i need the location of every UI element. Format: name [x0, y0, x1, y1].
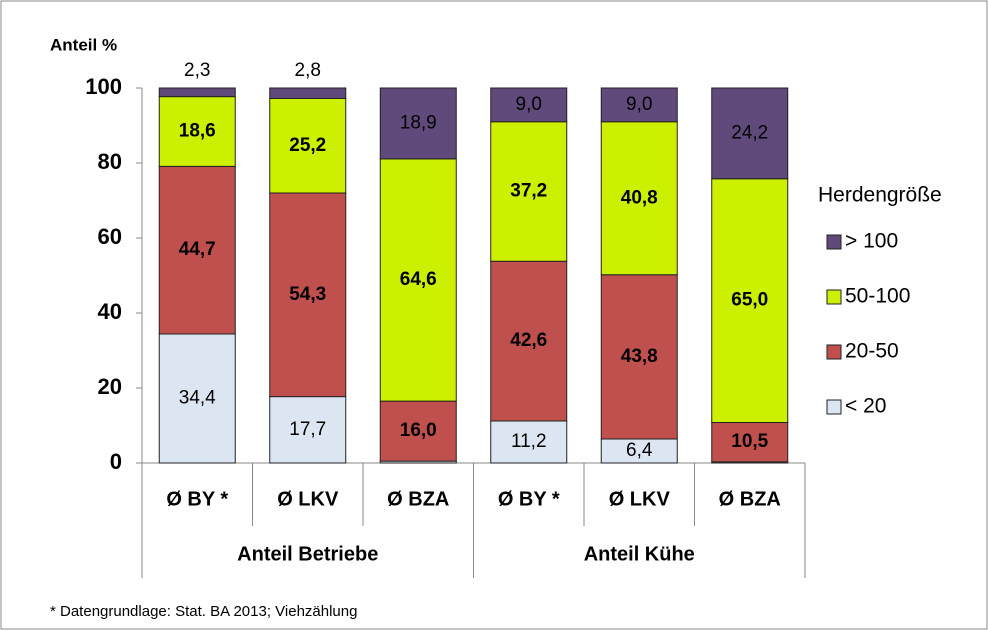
value-label: 44,7 — [179, 239, 216, 260]
y-tick-label: 40 — [98, 299, 122, 324]
y-tick-label: 0 — [110, 449, 122, 474]
bar-segment — [158, 165, 236, 335]
bar-segment — [711, 422, 789, 463]
footnote: * Datengrundlage: Stat. BA 2013; Viehzäh… — [50, 603, 357, 620]
value-label: 18,6 — [179, 121, 216, 142]
bar-segment — [158, 96, 236, 167]
bar-segment — [158, 333, 236, 464]
x-tick-label: Ø BY * — [498, 488, 560, 510]
value-label: 37,2 — [510, 181, 547, 202]
x-tick-label: Ø LKV — [277, 488, 339, 510]
y-axis-label: Anteil % — [50, 35, 117, 54]
value-label: 10,5 — [731, 431, 768, 452]
legend-swatch — [826, 344, 842, 360]
legend-swatch — [826, 289, 842, 305]
value-label: 17,7 — [289, 419, 326, 440]
legend-swatch — [826, 234, 842, 250]
group-label: Anteil Kühe — [584, 543, 695, 565]
value-label: 54,3 — [289, 284, 326, 305]
value-label: 11,2 — [511, 431, 547, 452]
legend-label: 50-100 — [845, 285, 910, 308]
bar-segment — [269, 98, 347, 194]
bar-segment — [490, 260, 568, 422]
bar-segment — [379, 400, 457, 462]
legend-label: < 20 — [845, 395, 886, 418]
value-label: 9,0 — [626, 94, 652, 115]
bar-segment — [711, 87, 789, 180]
bar-segment — [600, 438, 678, 464]
bar-segment — [269, 192, 347, 398]
legend-swatch — [826, 399, 842, 415]
y-tick-label: 100 — [85, 74, 122, 99]
bar-segment — [379, 87, 457, 160]
legend-label: 20-50 — [845, 340, 899, 363]
value-label: 43,8 — [621, 346, 658, 367]
y-tick-label: 20 — [98, 374, 122, 399]
y-tick-label: 60 — [98, 224, 122, 249]
value-label: 9,0 — [516, 94, 542, 115]
value-label: 16,0 — [400, 420, 437, 441]
value-label: 18,9 — [400, 112, 437, 133]
bar-segment — [269, 87, 347, 99]
x-tick-label: Ø BZA — [719, 488, 781, 510]
bar-segment — [158, 87, 236, 98]
value-label: 25,2 — [289, 135, 326, 156]
value-label: 2,3 — [184, 60, 210, 81]
bar-segment — [600, 121, 678, 276]
x-tick-label: Ø LKV — [609, 488, 671, 510]
x-tick-label: Ø BY * — [166, 488, 228, 510]
bar-segment — [490, 420, 568, 464]
value-label: 34,4 — [179, 388, 216, 409]
value-label: 65,0 — [731, 290, 768, 311]
value-label: 24,2 — [731, 122, 768, 143]
bar-segment — [490, 121, 568, 262]
bar-segment — [490, 87, 568, 123]
value-label: 64,6 — [400, 269, 437, 290]
bar-segment — [600, 274, 678, 440]
value-label: 6,4 — [626, 440, 653, 461]
bar-segment — [379, 158, 457, 402]
bar-segment — [711, 178, 789, 423]
legend-title: Herdengröße — [818, 184, 942, 207]
value-label: 2,8 — [295, 60, 321, 81]
group-label: Anteil Betriebe — [237, 543, 378, 565]
legend-label: > 100 — [845, 230, 898, 253]
value-label: 42,6 — [510, 330, 547, 351]
value-label: 40,8 — [621, 187, 658, 208]
x-tick-label: Ø BZA — [387, 488, 449, 510]
bar-segment — [269, 396, 347, 464]
bar-segment — [600, 87, 678, 123]
y-tick-label: 80 — [98, 149, 122, 174]
